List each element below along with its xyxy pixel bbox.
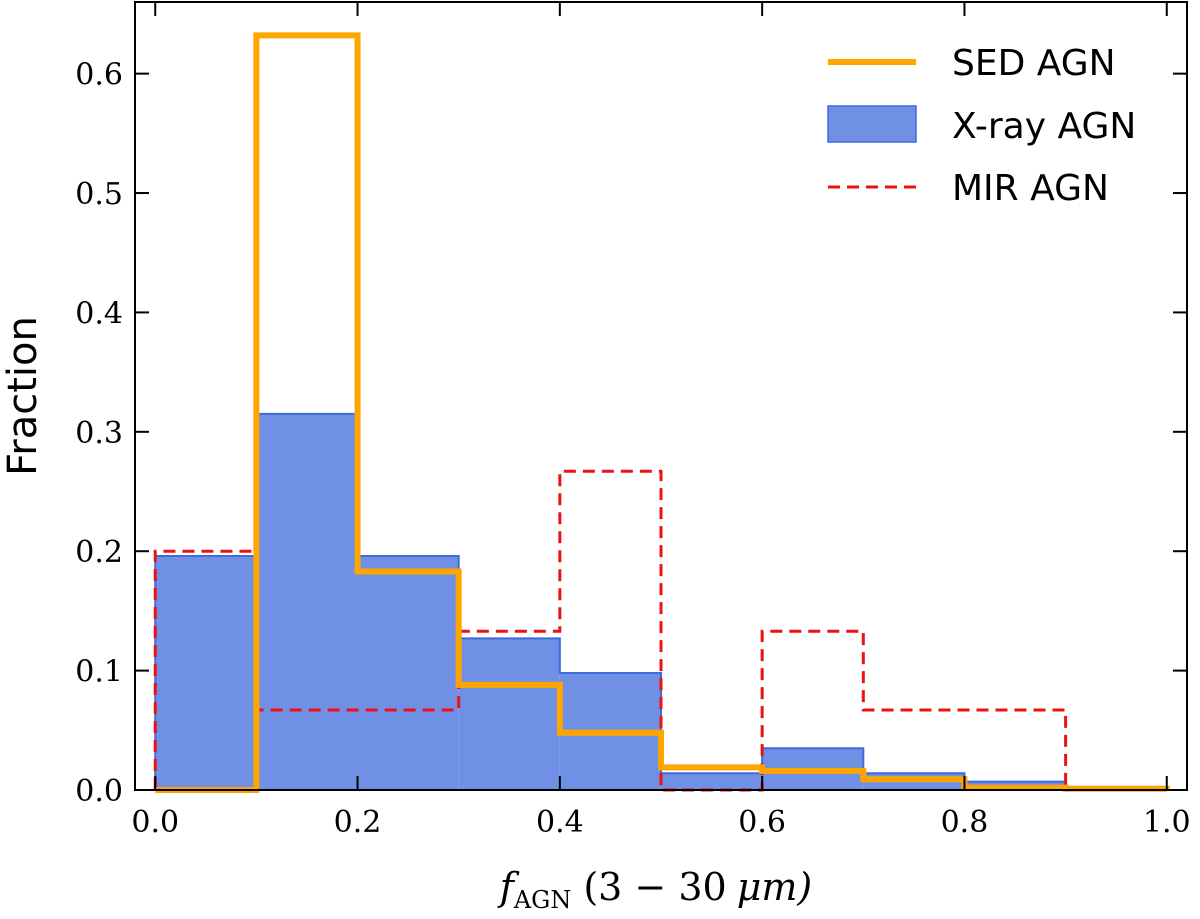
tick-labels-layer: 0.0 0.2 0.4 0.6 0.8 1.0 0.0 0.1 0.2 0.3 0.4 0.5 0.6 (75, 58, 1190, 840)
x-axis-title-sub: AGN (513, 886, 572, 914)
xray-agn-bar (357, 555, 459, 790)
legend-label-mir-agn: MIR AGN (952, 168, 1109, 209)
xray-agn-bar (155, 555, 257, 790)
x-tick-label: 1.0 (1143, 805, 1191, 840)
y-tick-label: 0.6 (75, 58, 123, 93)
x-axis-title: fAGN (3 − 30 μm) (497, 865, 813, 914)
legend-swatch-xray-agn (827, 105, 917, 143)
x-tick-label: 0.8 (941, 805, 989, 840)
y-tick-label: 0.2 (75, 535, 123, 570)
xray-agn-bar (661, 773, 763, 790)
x-tick-label: 0.2 (334, 805, 382, 840)
y-tick-label: 0.0 (75, 774, 123, 809)
y-tick-label: 0.3 (75, 416, 123, 451)
x-tick-label: 0.4 (536, 805, 584, 840)
x-tick-label: 0.0 (131, 805, 179, 840)
y-tick-label: 0.1 (75, 655, 123, 690)
plot-frame (134, 1, 1188, 791)
y-tick-label: 0.4 (75, 296, 123, 331)
y-tick-label: 0.5 (75, 177, 123, 212)
legend-label-xray-agn: X-ray AGN (952, 106, 1136, 147)
x-axis-title-unit: μm) (737, 865, 813, 909)
x-tick-label: 0.6 (738, 805, 786, 840)
sed-agn-step-line (155, 32, 1170, 793)
legend: SED AGN X-ray AGN MIR AGN (827, 43, 1136, 209)
step-lines-layer (153, 32, 1170, 793)
xray-agn-bar (458, 638, 560, 790)
x-axis-title-range: (3 − 30 (583, 865, 726, 909)
xray-agn-bar (256, 413, 358, 790)
legend-label-sed-agn: SED AGN (952, 43, 1116, 84)
y-axis-title: Fraction (0, 316, 46, 476)
